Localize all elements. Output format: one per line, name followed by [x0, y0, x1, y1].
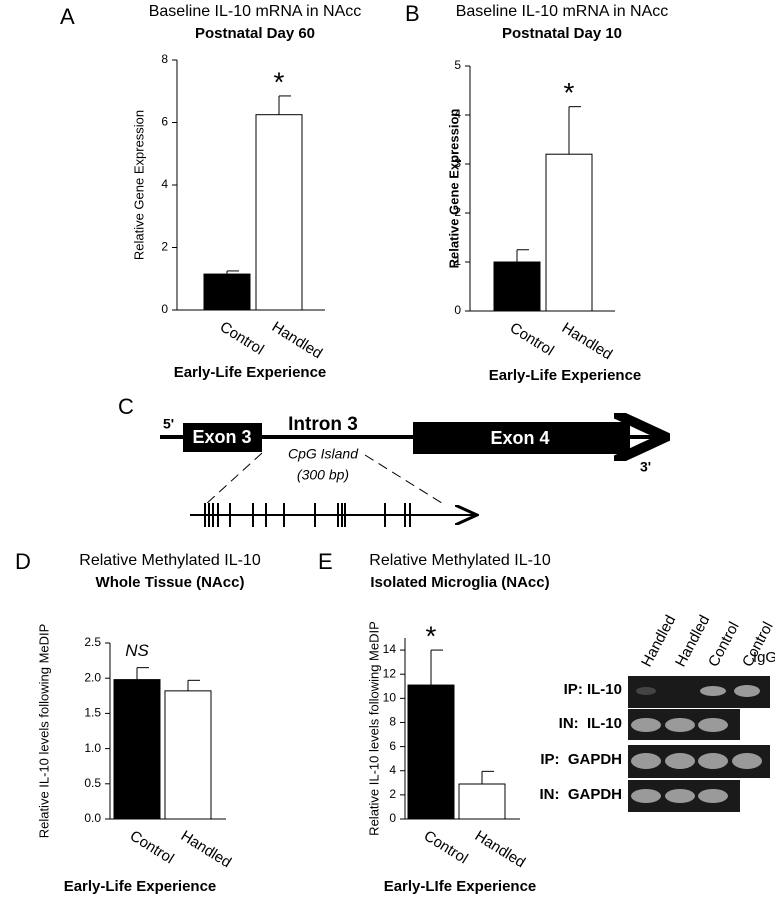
- y-tick-label: 2.0: [84, 670, 101, 684]
- exon-label: Exon 3: [192, 427, 251, 447]
- annotation: *: [274, 66, 285, 97]
- x-axis-label: Early-Life Experience: [489, 367, 642, 384]
- y-tick-label: 6: [389, 739, 396, 753]
- y-tick-label: 0.0: [84, 811, 101, 825]
- y-tick-label: 0: [454, 303, 461, 317]
- y-tick-label: 2.5: [84, 635, 101, 649]
- annotation: *: [564, 77, 575, 108]
- y-axis-label: Relative IL-10 levels following MeDIP: [366, 621, 381, 836]
- zoom-line: [364, 454, 446, 506]
- y-tick-label: 0.5: [84, 776, 101, 790]
- y-tick-label: 0: [161, 302, 168, 316]
- three-prime: 3': [640, 459, 651, 475]
- y-tick-label: 2: [161, 240, 168, 254]
- x-axis-label: Early-LIfe Experience: [384, 878, 537, 895]
- bar: [164, 690, 212, 820]
- y-tick-label: 4: [161, 177, 168, 191]
- x-tick-label: Handled: [269, 318, 325, 362]
- five-prime: 5': [163, 416, 174, 432]
- intron-label: Intron 3: [288, 414, 358, 435]
- y-tick-label: 5: [454, 58, 461, 72]
- x-tick-label: Control: [421, 827, 471, 867]
- x-axis-label: Early-Life Experience: [174, 364, 327, 381]
- y-tick-label: 6: [161, 115, 168, 129]
- y-axis-label: Relative IL-10 levels following MeDIP: [36, 624, 51, 839]
- y-tick-label: 0: [389, 811, 396, 825]
- row-label: IN: IL-10: [559, 715, 622, 732]
- y-tick-label: 1.5: [84, 706, 101, 720]
- x-tick-label: Handled: [178, 827, 234, 871]
- chart-title: Baseline IL-10 mRNA in NAcc: [149, 3, 362, 20]
- zoom-line: [204, 452, 263, 506]
- y-tick-label: 3: [454, 156, 461, 170]
- y-tick-label: 14: [383, 642, 397, 656]
- chart-title: Baseline IL-10 mRNA in NAcc: [456, 3, 669, 20]
- y-tick-label: 12: [383, 666, 397, 680]
- y-tick-label: 4: [454, 107, 461, 121]
- lane-label: Control: [705, 619, 743, 670]
- bar: [407, 684, 455, 820]
- panel-label: E: [318, 549, 333, 574]
- chart-subtitle: Isolated Microglia (NAcc): [370, 574, 549, 591]
- row-label: IP: GAPDH: [540, 751, 622, 768]
- y-tick-label: 10: [383, 691, 397, 705]
- panel-label: A: [60, 4, 75, 29]
- bar: [545, 153, 593, 312]
- y-tick-label: 2: [454, 205, 461, 219]
- annotation: NS: [125, 641, 149, 660]
- bar: [493, 261, 541, 312]
- panel-label: B: [405, 1, 420, 26]
- y-tick-label: 1: [454, 254, 461, 268]
- cpg-label: CpG Island: [288, 446, 359, 462]
- x-tick-label: Control: [217, 318, 267, 358]
- y-tick-label: 1.0: [84, 741, 101, 755]
- y-tick-label: 2: [389, 787, 396, 801]
- chart-subtitle: Whole Tissue (NAcc): [96, 574, 245, 591]
- bar: [203, 273, 251, 311]
- x-tick-label: Handled: [559, 319, 615, 363]
- row-label: IN: GAPDH: [540, 786, 623, 803]
- exon: [413, 422, 630, 454]
- panel-label: C: [118, 394, 134, 419]
- chart-subtitle: Postnatal Day 60: [195, 25, 315, 42]
- cpg-sites: [204, 503, 411, 527]
- chart-title: Relative Methylated IL-10: [79, 552, 261, 569]
- bar: [113, 679, 161, 820]
- chart-subtitle: Postnatal Day 10: [502, 25, 622, 42]
- cpg-size: (300 bp): [297, 467, 349, 483]
- chart-title: Relative Methylated IL-10: [369, 552, 551, 569]
- lane-label: IgG: [753, 649, 775, 666]
- x-tick-label: Handled: [472, 827, 528, 871]
- y-axis-label: Relative Gene Expression: [446, 109, 461, 269]
- panel-label: D: [15, 549, 31, 574]
- y-axis-label: Relative Gene Expression: [131, 110, 146, 260]
- x-tick-label: Control: [507, 319, 557, 359]
- bar: [458, 783, 506, 820]
- exon: [183, 423, 262, 452]
- x-tick-label: Control: [127, 827, 177, 867]
- y-tick-label: 8: [161, 52, 168, 66]
- exon-label: Exon 4: [490, 428, 549, 448]
- y-tick-label: 4: [389, 763, 396, 777]
- bands: [631, 685, 762, 803]
- row-label: IP: IL-10: [564, 681, 622, 698]
- gene-diagram: C Exon 3 Exon 4 Intron 3 5' 3' CpG Islan…: [118, 394, 662, 527]
- y-tick-label: 8: [389, 715, 396, 729]
- bar: [255, 114, 303, 311]
- x-axis-label: Early-Life Experience: [64, 878, 217, 895]
- annotation: *: [426, 620, 437, 651]
